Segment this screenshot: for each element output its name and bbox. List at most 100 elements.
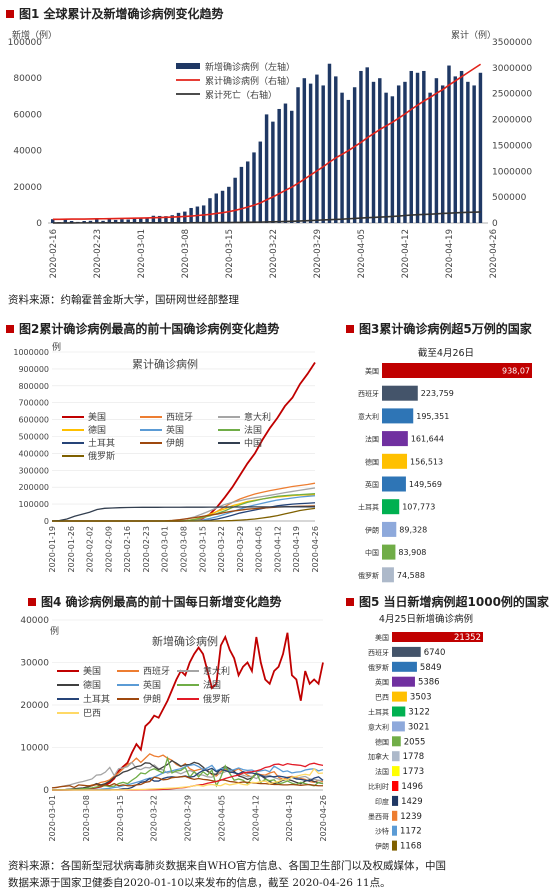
fig4-x-tick: 2020-04-05 [217,795,226,842]
fig2-unit: 例 [52,341,61,353]
fig1-new-bar [434,78,439,223]
fig3-value-label: 83,908 [398,548,426,557]
fig3-value-label: 89,328 [399,525,427,534]
fig5-bar [392,840,397,851]
fig1-left-tick: 20000 [13,183,42,193]
fig5-value-label: 1168 [400,842,422,852]
fig1-new-bar [95,219,99,223]
fig1-right-tick: 1500000 [492,141,532,151]
fig5-category-label: 英国 [375,678,389,687]
fig2-x-tick: 2020-03-15 [198,526,207,573]
fig1-new-bar [453,76,458,223]
fig1-deaths-line [52,211,481,224]
fig4-y-tick: 0 [43,786,49,796]
fig4-y-tick: 10000 [20,744,49,754]
fig4-title-marker [28,597,36,606]
fig5-bar [392,810,398,821]
fig1-new-bar [472,85,476,223]
fig4-legend-label: 俄罗斯 [203,693,230,705]
fig5-value-label: 21352 [454,633,481,643]
fig1-new-bar [145,218,149,223]
fig5-value-label: 2055 [404,737,426,747]
fig3-value-label: 195,351 [416,412,449,421]
fig4-x-tick: 2020-03-29 [184,795,193,842]
fig5-category-label: 巴西 [375,694,389,702]
fig3-bar [382,521,397,537]
fig1-right-tick: 0 [492,219,498,229]
fig2-y-tick: 400000 [18,449,49,458]
fig1-x-tick: 2020-03-22 [269,229,279,278]
fig1-new-bar [170,215,174,223]
fig1-new-bar [176,212,181,223]
footer-source-line2: 数据来源于国家卫健委自2020-01-10以来发布的信息，截至 2020-04-… [8,877,391,889]
fig1-new-bar [378,78,382,223]
fig5-bar [392,736,401,747]
fig1-new-bar [321,85,325,223]
fig5-category-label: 美国 [375,633,389,642]
fig4-inner-title: 新增确诊病例 [152,634,218,648]
fig3-category-label: 英国 [365,480,379,489]
fig5-bar [392,691,407,702]
fig5-value-label: 3021 [408,722,430,732]
fig5-bar [392,706,406,717]
fig1-new-bar [126,219,130,223]
fig4-x-tick: 2020-03-22 [150,795,159,842]
fig5-bar [392,825,397,836]
fig4-legend-label: 土耳其 [83,693,110,705]
fig1-new-bar [214,193,218,223]
fig1-new-bar [352,87,357,223]
fig3-value-label: 149,569 [409,480,442,489]
fig1-new-bar [51,219,55,223]
fig1-title-text: 图1 全球累计及新增确诊病例变化趋势 [19,7,224,21]
fig1-x-tick: 2020-03-15 [225,229,235,278]
fig3-category-label: 中国 [365,548,379,557]
fig2-x-tick: 2020-01-26 [67,526,76,573]
fig1-new-bar [157,215,162,223]
fig1-right-tick: 3000000 [492,64,532,74]
fig1-legend-label: 累计确诊病例（右轴） [205,75,295,87]
fig5-title-text: 图5 当日新增病例超1000例的国家 [359,595,549,609]
fig5-bar [392,751,400,762]
fig1-new-bar [227,186,231,223]
fig4-series-line [51,763,324,791]
fig2-y-tick: 500000 [18,433,49,442]
fig5-category-label: 加拿大 [368,752,389,761]
fig5-value-label: 1778 [403,752,425,762]
fig5-category-label: 比利时 [368,782,389,791]
fig2-legend-label: 中国 [244,437,262,449]
fig2-title-text: 图2累计确诊病例最高的前十国确诊病例变化趋势 [19,322,280,336]
fig1-new-bar [69,221,74,223]
fig5-value-label: 6740 [424,648,446,658]
fig4-legend-label: 西班牙 [143,665,170,677]
fig5-category-label: 德国 [375,737,389,746]
fig5-category-label: 俄罗斯 [368,663,389,672]
fig1-new-bar [101,220,105,223]
fig2-legend-label: 德国 [88,424,106,436]
fig4-x-tick: 2020-04-19 [285,795,294,842]
fig3-inner-title: 截至4月26日 [418,347,474,359]
fig5-value-label: 1496 [401,782,423,792]
fig5-bar [392,721,405,732]
fig1-right-tick: 1000000 [492,167,532,177]
fig3-value-label: 156,513 [410,457,443,466]
fig5-category-label: 法国 [375,767,389,776]
fig3-value-label: 161,644 [411,435,444,444]
fig4-series-line [51,775,323,789]
fig5-value-label: 1172 [400,827,422,837]
fig3-bar [382,499,400,515]
fig1-new-bar [302,78,307,223]
fig4-legend-label: 德国 [83,679,101,691]
fig5-bar [392,766,400,777]
fig2-x-tick: 2020-02-23 [142,526,151,573]
fig5-bar [392,661,417,672]
fig1-new-bar [403,81,407,223]
fig3-category-label: 俄罗斯 [358,571,379,580]
fig1-new-bar [63,219,68,223]
fig5-value-label: 1773 [403,767,425,777]
fig5-category-label: 意大利 [368,722,389,731]
fig2-x-tick: 2020-01-19 [48,526,57,573]
fig4-y-tick: 40000 [20,616,49,626]
fig2-y-tick: 100000 [18,500,49,509]
